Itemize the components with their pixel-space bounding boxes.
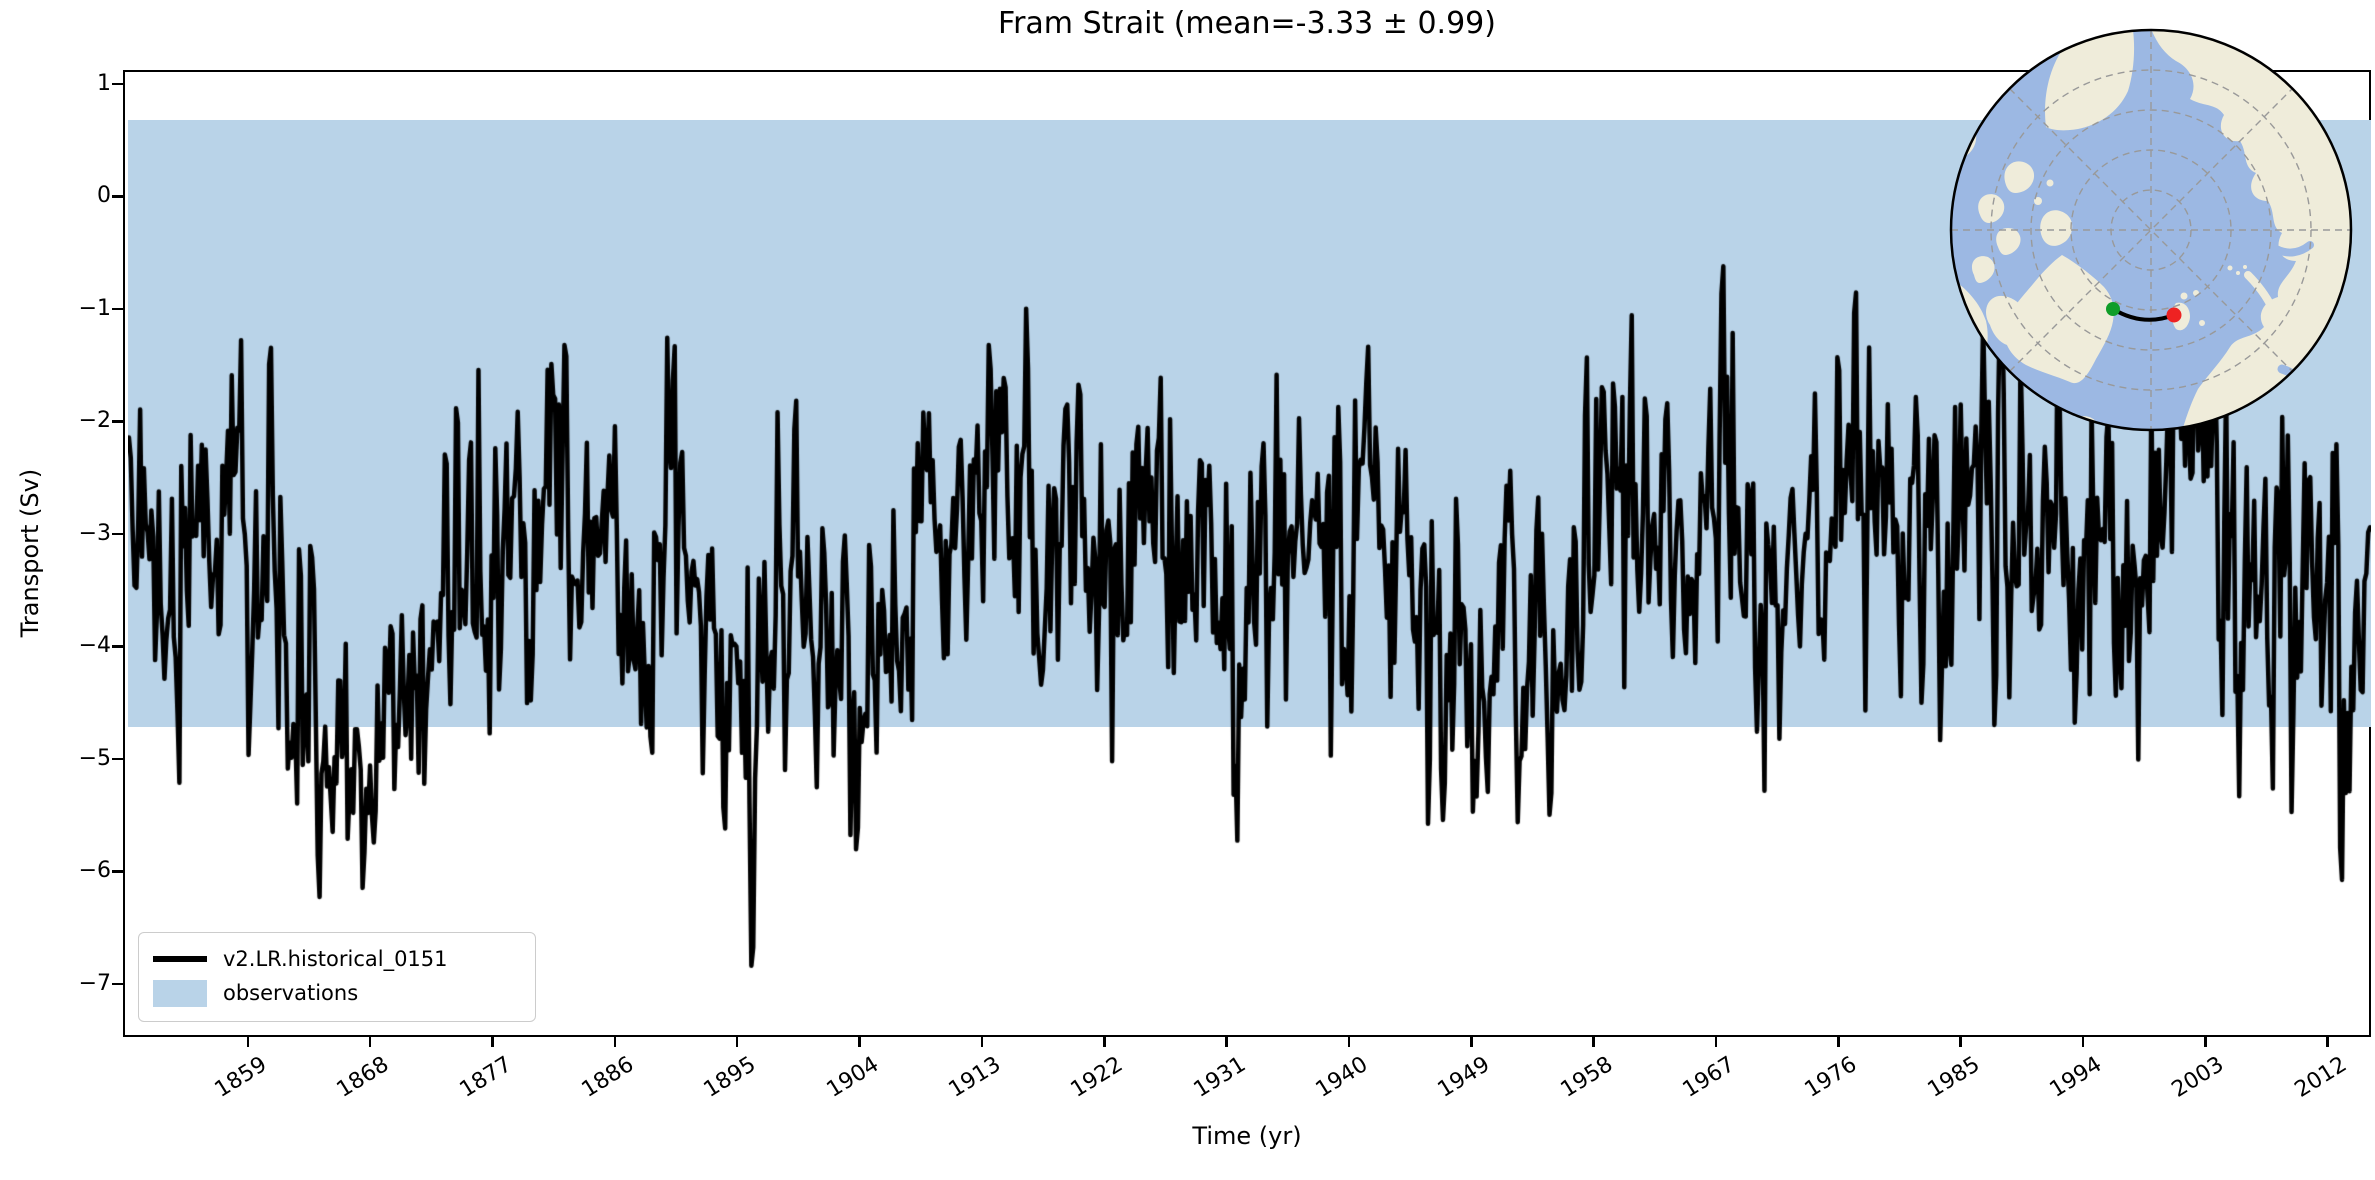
y-tick-label: −6	[78, 858, 111, 884]
x-tick-mark	[491, 1037, 494, 1047]
y-tick-mark	[112, 982, 123, 986]
x-tick-label: 1985	[1923, 1052, 1984, 1103]
land-svalbard-islet-3	[2199, 320, 2205, 326]
y-tick-label: −5	[78, 745, 111, 771]
y-tick-label: −3	[78, 520, 111, 546]
x-tick-mark	[2326, 1037, 2329, 1047]
inset-map	[1949, 28, 2353, 432]
y-tick-label: −4	[78, 633, 111, 659]
x-tick-label: 2003	[2167, 1052, 2229, 1103]
transect-end-marker	[2166, 307, 2182, 323]
land-svalbard-islet-1	[2180, 292, 2188, 300]
x-tick-label: 1976	[1800, 1052, 1862, 1103]
x-tick-label: 1949	[1433, 1052, 1495, 1103]
land-islet-2	[2046, 179, 2054, 187]
y-tick-mark	[112, 757, 123, 761]
y-tick-label: −1	[78, 295, 111, 321]
land-canadian-island-1	[2004, 161, 2035, 193]
x-tick-mark	[980, 1037, 984, 1047]
land-canadian-island-4	[1971, 256, 1995, 283]
x-axis-label: Time (yr)	[1192, 1122, 1302, 1150]
x-tick-label: 1913	[944, 1052, 1006, 1103]
x-tick-label: 1922	[1066, 1052, 1128, 1103]
sea-inlet-kara	[2272, 241, 2314, 257]
y-tick-label: 1	[97, 70, 111, 96]
x-tick-mark	[368, 1037, 372, 1047]
land-novaya-zemlya	[2244, 271, 2280, 321]
x-tick-mark	[1959, 1037, 1962, 1047]
graticule	[1951, 30, 2351, 430]
land-greenland	[2004, 255, 2114, 384]
y-tick-label: −2	[78, 408, 111, 434]
x-tick-mark	[2204, 1037, 2207, 1047]
y-tick-mark	[112, 532, 123, 536]
x-tick-mark	[858, 1037, 861, 1047]
land-franz-josef-1	[2227, 265, 2233, 271]
y-tick-mark	[112, 420, 123, 423]
x-tick-label: 1886	[577, 1052, 639, 1103]
land-baffin	[1986, 295, 2029, 346]
x-tick-mark	[1714, 1037, 1718, 1047]
land-franz-josef-2	[2236, 271, 2240, 275]
x-tick-mark	[1347, 1037, 1351, 1047]
y-tick-mark	[112, 195, 123, 198]
land-franz-josef-3	[2243, 265, 2247, 269]
x-tick-label: 1967	[1678, 1052, 1740, 1103]
y-axis-label: Transport (Sv)	[16, 468, 44, 638]
y-tick-label: −7	[78, 970, 111, 996]
x-tick-label: 1868	[332, 1052, 394, 1103]
x-tick-mark	[1837, 1037, 1840, 1047]
x-tick-label: 2012	[2290, 1052, 2351, 1103]
x-tick-label: 1877	[455, 1052, 516, 1103]
legend-line-swatch	[153, 956, 207, 963]
legend: v2.LR.historical_0151 observations	[138, 932, 536, 1022]
x-tick-mark	[246, 1037, 250, 1047]
y-tick-label: 0	[97, 183, 111, 209]
map-border	[1949, 28, 2353, 432]
x-tick-mark	[1103, 1037, 1106, 1047]
x-tick-label: 1994	[2045, 1052, 2107, 1103]
x-tick-mark	[735, 1037, 739, 1047]
x-tick-label: 1895	[699, 1052, 761, 1103]
legend-label-model: v2.LR.historical_0151	[223, 947, 448, 972]
y-tick-mark	[112, 645, 123, 648]
x-tick-label: 1859	[210, 1052, 272, 1103]
legend-entry-model: v2.LR.historical_0151	[153, 947, 521, 971]
x-tick-label: 1904	[822, 1052, 883, 1103]
x-tick-mark	[2081, 1037, 2085, 1047]
land-canadian-island-3	[1996, 227, 2021, 255]
x-tick-label: 1931	[1189, 1052, 1250, 1103]
transect-start-marker	[2106, 302, 2120, 316]
y-tick-mark	[112, 82, 123, 85]
x-tick-label: 1940	[1311, 1052, 1373, 1103]
chart-title: Fram Strait (mean=-3.33 ± 0.99)	[998, 6, 1496, 41]
x-tick-label: 1958	[1556, 1052, 1617, 1103]
x-tick-mark	[1592, 1037, 1595, 1047]
x-tick-mark	[1225, 1037, 1228, 1047]
legend-patch-swatch	[153, 979, 207, 1007]
legend-entry-observations: observations	[153, 979, 521, 1007]
land-canadian-island-2	[1978, 194, 2005, 223]
y-tick-mark	[112, 307, 123, 311]
land-eurasia	[2144, 30, 2351, 430]
land-islet-1	[2034, 197, 2042, 205]
sea-inlet-white-sea	[2277, 364, 2313, 398]
x-tick-mark	[613, 1037, 617, 1047]
land-ellesmere	[2040, 210, 2073, 246]
legend-label-observations: observations	[223, 981, 359, 1006]
y-tick-mark	[112, 870, 123, 873]
x-tick-mark	[1470, 1037, 1473, 1047]
